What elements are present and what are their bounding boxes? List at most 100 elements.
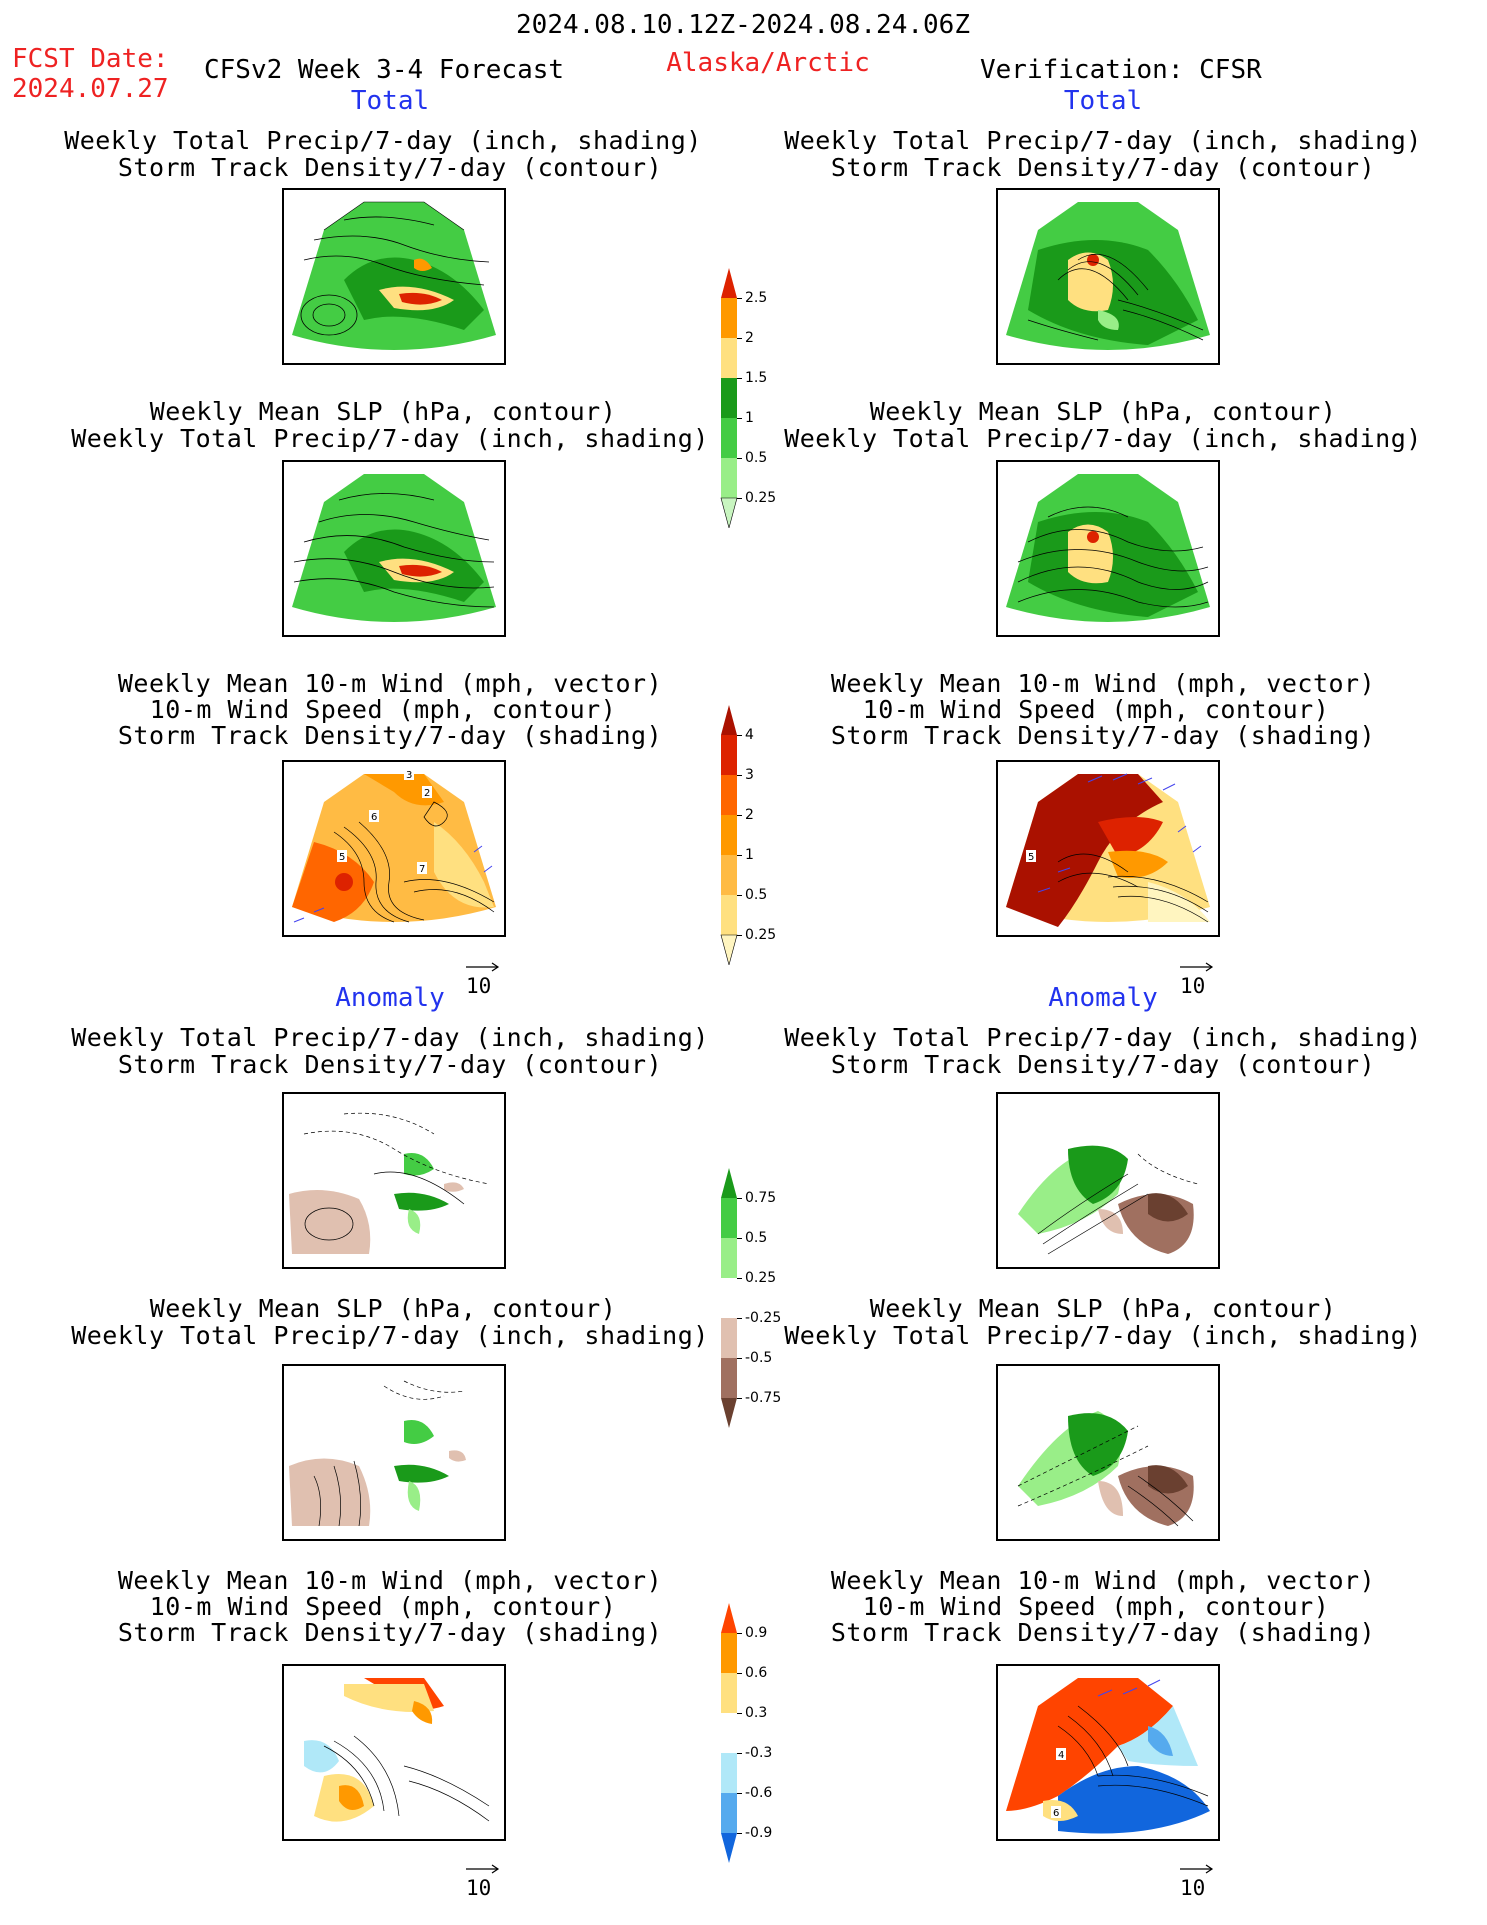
map-cfsr-slp-precip-anom [996, 1364, 1220, 1541]
colorbar-tick-label: 2.5 [745, 290, 768, 306]
colorbar-tick [737, 895, 742, 896]
colorbar-segment [721, 775, 737, 815]
colorbar-tick [737, 458, 742, 459]
colorbar-tick-label: 4 [745, 727, 754, 743]
colorbar-tick-label: 1 [745, 410, 754, 426]
colorbar-segment [721, 855, 737, 895]
title-r5-a: Weekly Mean SLP (hPa, contour) [869, 1294, 1337, 1323]
title-l6-c: Storm Track Density/7-day (shading) [117, 1618, 663, 1647]
colorbar-storm-total: 4 3 2 1 0.5 0.25 [719, 705, 789, 995]
colorbar-graphic [721, 1168, 737, 1428]
colorbar-tick [737, 1198, 742, 1199]
section-total-right: Total [1063, 86, 1143, 116]
date-range: 2024.08.10.12Z-2024.08.24.06Z [516, 10, 970, 40]
colorbar-segment [721, 1238, 737, 1278]
title-l4-a: Weekly Total Precip/7-day (inch, shading… [71, 1023, 709, 1052]
title-r3-b: 10-m Wind Speed (mph, contour) [862, 695, 1330, 724]
contour-label: 6 [371, 812, 377, 823]
colorbar-tick-label: -0.25 [745, 1310, 782, 1326]
colorbar-segment [721, 1168, 737, 1198]
colorbar-segment [721, 815, 737, 855]
colorbar-tick [737, 1793, 742, 1794]
title-r1-a: Weekly Total Precip/7-day (inch, shading… [784, 126, 1422, 155]
title-r6-b: 10-m Wind Speed (mph, contour) [862, 1592, 1330, 1621]
section-total-left: Total [350, 86, 430, 116]
title-r6-a: Weekly Mean 10-m Wind (mph, vector) [830, 1566, 1376, 1595]
title-l2-a: Weekly Mean SLP (hPa, contour) [149, 397, 617, 426]
colorbar-segment [721, 378, 737, 418]
map-cfsr-wind-storm-total: 5 [996, 760, 1220, 937]
colorbar-segment [721, 1398, 737, 1428]
colorbar-tick-label: 0.5 [745, 887, 768, 903]
colorbar-precip-total: 2.5 2 1.5 1 0.5 0.25 [719, 268, 789, 558]
colorbar-tick-label: 0.3 [745, 1705, 768, 1721]
colorbar-tick [737, 1278, 742, 1279]
colorbar-tick-label: 0.5 [745, 1230, 768, 1246]
colorbar-graphic [720, 705, 738, 965]
colorbar-tick [737, 338, 742, 339]
colorbar-tick [737, 1833, 742, 1834]
colorbar-graphic [720, 268, 738, 528]
map-fcst-precip-storm-anom [282, 1092, 506, 1269]
colorbar-tick [737, 735, 742, 736]
colorbar-segment [721, 268, 737, 298]
colorbar-tick-label: 0.25 [745, 1270, 777, 1286]
title-r2-b: Weekly Total Precip/7-day (inch, shading… [784, 424, 1422, 453]
colorbar-tick [737, 1398, 742, 1399]
title-l5-a: Weekly Mean SLP (hPa, contour) [149, 1294, 617, 1323]
colorbar-storm-anom: 0.9 0.6 0.3 -0.3 -0.6 -0.9 [719, 1603, 789, 1893]
title-l3-c: Storm Track Density/7-day (shading) [117, 721, 663, 750]
title-r3-c: Storm Track Density/7-day (shading) [830, 721, 1376, 750]
colorbar-tick-label: 0.75 [745, 1190, 777, 1206]
colorbar-tick-label: 0.6 [745, 1665, 768, 1681]
map-fcst-precip-storm-total [282, 188, 506, 365]
map-fcst-slp-precip-total [282, 460, 506, 637]
colorbar-tick [737, 378, 742, 379]
colorbar-segment [721, 1833, 737, 1863]
contour-label: 5 [339, 852, 345, 863]
vector-ref-r1: 10 [1180, 960, 1214, 998]
colorbar-segment [720, 497, 738, 528]
colorbar-tick-label: 0.9 [745, 1625, 768, 1641]
verification-title: Verification: CFSR [980, 55, 1262, 85]
contour-label: 3 [406, 770, 412, 781]
colorbar-tick [737, 935, 742, 936]
colorbar-segment [721, 1358, 737, 1398]
colorbar-tick-label: 0.25 [745, 927, 777, 943]
title-l5-b: Weekly Total Precip/7-day (inch, shading… [71, 1321, 709, 1350]
colorbar-segment [721, 1793, 737, 1833]
colorbar-segment [721, 1318, 737, 1358]
title-r4-a: Weekly Total Precip/7-day (inch, shading… [784, 1023, 1422, 1052]
colorbar-segment [721, 1673, 737, 1713]
vector-ref-l2: 10 [466, 1862, 500, 1900]
title-l3-a: Weekly Mean 10-m Wind (mph, vector) [117, 669, 663, 698]
map-fcst-wind-storm-anom [282, 1664, 506, 1841]
vector-ref-value: 10 [1180, 1876, 1206, 1900]
fcst-date-label: FCST Date: [12, 44, 169, 74]
colorbar-tick [737, 498, 742, 499]
region-title: Alaska/Arctic [666, 48, 870, 78]
colorbar-segment [720, 934, 738, 965]
vector-ref-value: 10 [1180, 974, 1206, 998]
title-r4-b: Storm Track Density/7-day (contour) [830, 1050, 1376, 1079]
colorbar-segment [721, 298, 737, 338]
colorbar-tick-label: 3 [745, 767, 754, 783]
colorbar-tick [737, 1753, 742, 1754]
colorbar-segment [721, 1198, 737, 1238]
colorbar-tick-label: -0.9 [745, 1825, 773, 1841]
model-title: CFSv2 Week 3-4 Forecast [204, 55, 565, 85]
vector-ref-r2: 10 [1180, 1862, 1214, 1900]
colorbar-segment [721, 1713, 737, 1753]
colorbar-tick [737, 1318, 742, 1319]
colorbar-tick-label: -0.5 [745, 1350, 773, 1366]
title-l1-b: Storm Track Density/7-day (contour) [117, 153, 663, 182]
colorbar-tick [737, 855, 742, 856]
colorbar-tick [737, 1713, 742, 1714]
contour-label: 6 [1053, 1808, 1059, 1819]
title-l6-b: 10-m Wind Speed (mph, contour) [149, 1592, 617, 1621]
contour-label: 2 [424, 788, 430, 799]
map-cfsr-precip-storm-anom [996, 1092, 1220, 1269]
title-r3-a: Weekly Mean 10-m Wind (mph, vector) [830, 669, 1376, 698]
section-anomaly-left: Anomaly [335, 983, 445, 1013]
colorbar-precip-anom: 0.75 0.5 0.25 -0.25 -0.5 -0.75 [719, 1168, 789, 1458]
